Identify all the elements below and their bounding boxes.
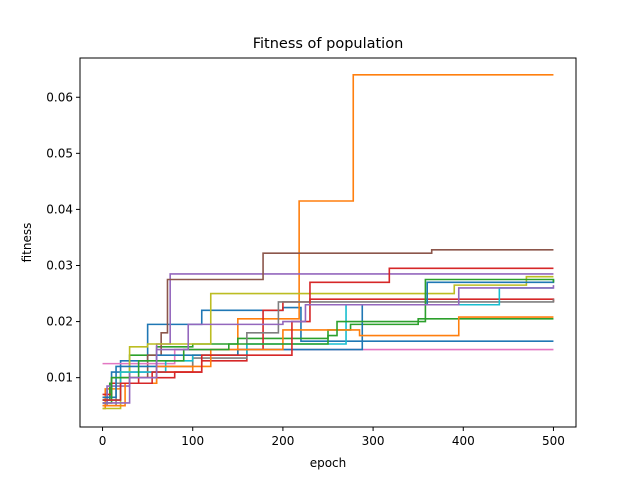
x-tick-label: 400: [452, 434, 475, 448]
x-axis: 0 100 200 300 400 500: [99, 427, 565, 448]
x-tick-label: 500: [542, 434, 565, 448]
y-tick-label: 0.01: [46, 371, 73, 385]
y-axis-label: fitness: [20, 223, 34, 263]
y-tick-label: 0.04: [46, 202, 73, 216]
y-axis: 0.01 0.02 0.03 0.04 0.05 0.06: [46, 90, 80, 385]
x-tick-label: 300: [362, 434, 385, 448]
plot-area: [102, 74, 555, 410]
y-tick-label: 0.05: [46, 146, 73, 160]
y-tick-label: 0.03: [46, 258, 73, 272]
x-tick-label: 0: [99, 434, 107, 448]
x-tick-label: 100: [181, 434, 204, 448]
y-tick-label: 0.02: [46, 315, 73, 329]
chart-title: Fitness of population: [253, 36, 404, 52]
axes-frame: [79, 57, 577, 428]
x-axis-label: epoch: [310, 456, 347, 470]
series-line-14: [102, 267, 554, 401]
series-line-15: [102, 285, 555, 404]
x-tick-label: 200: [271, 434, 294, 448]
y-tick-label: 0.06: [46, 90, 73, 104]
